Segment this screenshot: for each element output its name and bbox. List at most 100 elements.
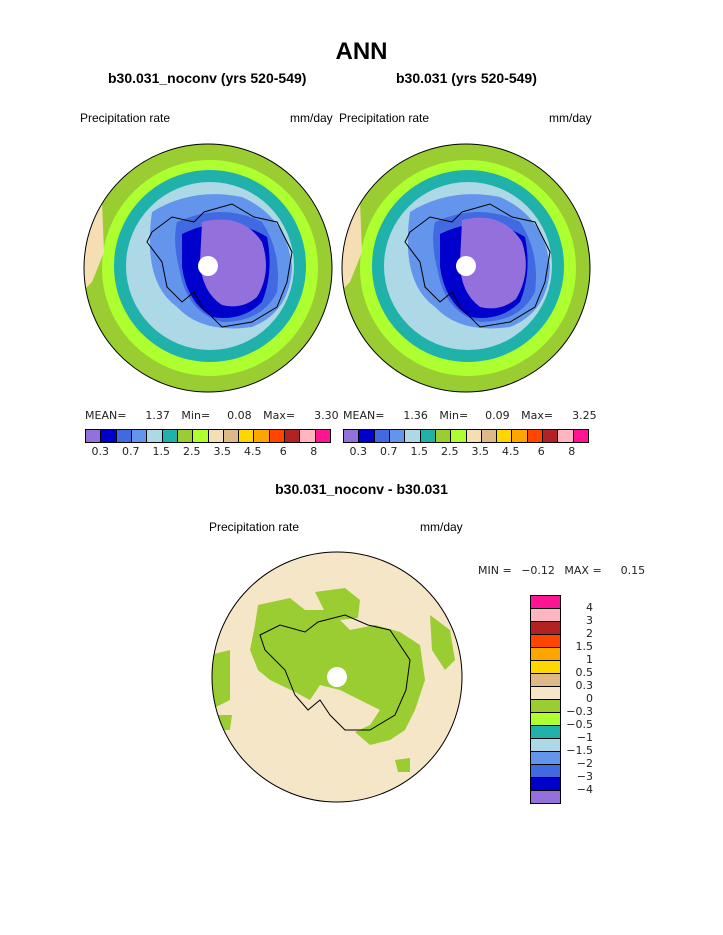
colorbar-tick-label: 2.5 bbox=[441, 445, 459, 458]
diff-min-value: −0.12 bbox=[521, 564, 555, 577]
colorbar-swatch bbox=[359, 430, 375, 442]
right-min-value: 0.09 bbox=[485, 409, 510, 422]
contour-band-min bbox=[460, 217, 526, 309]
colorbar-swatch bbox=[177, 430, 194, 442]
left-stats: MEAN= 1.37 Min= 0.08 Max= 3.30 bbox=[85, 409, 339, 422]
diff-max-label: MAX = bbox=[564, 564, 602, 577]
colorbar-swatch bbox=[531, 609, 560, 622]
left-mean-value: 1.37 bbox=[145, 409, 170, 422]
left-colorbar-ticks: 0.3 0.7 1.5 2.5 3.5 4.5 6 8 bbox=[85, 445, 329, 459]
colorbar-swatch bbox=[481, 430, 498, 442]
colorbar-swatch bbox=[531, 596, 560, 609]
diff-max-value: 0.15 bbox=[620, 564, 646, 577]
coastline bbox=[404, 203, 551, 328]
right-mean-label: MEAN= bbox=[343, 409, 385, 422]
colorbar-tick-label: 0.7 bbox=[380, 445, 398, 458]
left-units-label: mm/day bbox=[290, 111, 333, 125]
left-variable-label: Precipitation rate bbox=[80, 111, 171, 125]
colorbar-swatch bbox=[466, 430, 482, 442]
colorbar-swatch bbox=[531, 635, 560, 648]
diff-case-title: b30.031_noconv - b30.031 bbox=[275, 481, 448, 497]
colorbar-tick-label: 2.5 bbox=[183, 445, 201, 458]
colorbar-tick-label: 0.3 bbox=[575, 679, 594, 692]
contour-band-neg-0-3 bbox=[395, 758, 410, 772]
colorbar-swatch bbox=[531, 739, 560, 752]
right-mean-value: 1.36 bbox=[403, 409, 428, 422]
colorbar-swatch bbox=[531, 648, 560, 661]
colorbar-tick-label: 1.5 bbox=[575, 640, 594, 653]
colorbar-swatch bbox=[374, 430, 390, 442]
colorbar-swatch bbox=[531, 661, 560, 674]
right-min-label: Min= bbox=[439, 409, 469, 422]
coastline bbox=[259, 614, 411, 731]
colorbar-tick-label: 0.3 bbox=[91, 445, 110, 458]
diff-stats: MIN = −0.12 MAX = 0.15 bbox=[478, 564, 645, 577]
colorbar-swatch bbox=[531, 700, 560, 713]
colorbar-tick-label: 8 bbox=[568, 445, 576, 458]
left-max-label: Max= bbox=[263, 409, 296, 422]
colorbar-tick-label: 0 bbox=[586, 692, 593, 705]
contour-band-neg-0-3 bbox=[315, 588, 360, 620]
colorbar-swatch bbox=[531, 765, 560, 778]
colorbar-swatch bbox=[223, 430, 240, 442]
pole-hole bbox=[327, 667, 347, 687]
colorbar-swatch bbox=[531, 752, 560, 765]
colorbar-tick-label: 4 bbox=[586, 601, 593, 614]
left-min-value: 0.08 bbox=[227, 409, 252, 422]
colorbar-tick-label: 0.7 bbox=[122, 445, 140, 458]
colorbar-tick-label: 0.3 bbox=[349, 445, 368, 458]
colorbar-tick-label: −2 bbox=[576, 757, 593, 770]
colorbar-swatch bbox=[543, 430, 559, 442]
colorbar-swatch bbox=[389, 430, 406, 442]
colorbar-tick-label: 2 bbox=[586, 627, 593, 640]
left-max-value: 3.30 bbox=[314, 409, 339, 422]
colorbar-swatch bbox=[300, 430, 316, 442]
colorbar-tick-label: 3.5 bbox=[213, 445, 232, 458]
colorbar-swatch bbox=[116, 430, 132, 442]
colorbar-tick-label: 0.5 bbox=[575, 666, 594, 679]
colorbar-tick-label: 3.5 bbox=[471, 445, 490, 458]
colorbar-swatch bbox=[558, 430, 574, 442]
left-precip-map bbox=[83, 143, 333, 393]
left-mean-label: MEAN= bbox=[85, 409, 127, 422]
colorbar-tick-label: 6 bbox=[279, 445, 287, 458]
diff-precip-map bbox=[211, 551, 463, 803]
colorbar-swatch bbox=[573, 430, 588, 442]
colorbar-swatch bbox=[451, 430, 467, 442]
page-title: ANN bbox=[335, 38, 388, 65]
colorbar-tick-label: 1 bbox=[586, 653, 593, 666]
colorbar-swatch bbox=[285, 430, 301, 442]
right-colorbar bbox=[343, 429, 589, 443]
diff-colorbar-ticks: 4 3 2 1.5 1 0.5 0.3 0 −0.3 −0.5 −1 −1.5 −2 −3 −4 bbox=[563, 595, 603, 803]
colorbar-tick-label: 6 bbox=[537, 445, 545, 458]
colorbar-swatch bbox=[315, 430, 330, 442]
colorbar-swatch bbox=[405, 430, 421, 442]
contour-band-neg-0-3 bbox=[212, 650, 230, 710]
contour-band-min bbox=[200, 219, 266, 307]
colorbar-swatch bbox=[531, 687, 560, 700]
colorbar-tick-label: 8 bbox=[310, 445, 318, 458]
diff-colorbar bbox=[530, 595, 561, 804]
colorbar-swatch bbox=[131, 430, 148, 442]
colorbar-tick-label: 3 bbox=[586, 614, 593, 627]
colorbar-swatch bbox=[254, 430, 270, 442]
left-min-label: Min= bbox=[181, 409, 211, 422]
colorbar-swatch bbox=[531, 726, 560, 739]
diff-min-label: MIN = bbox=[478, 564, 512, 577]
colorbar-swatch bbox=[531, 674, 560, 687]
pole-hole bbox=[198, 256, 218, 276]
colorbar-tick-label: −1 bbox=[576, 731, 593, 744]
colorbar-tick-label: 4.5 bbox=[502, 445, 520, 458]
colorbar-swatch bbox=[512, 430, 528, 442]
colorbar-swatch bbox=[162, 430, 178, 442]
colorbar-swatch bbox=[193, 430, 209, 442]
colorbar-swatch bbox=[531, 778, 560, 791]
colorbar-swatch bbox=[531, 791, 560, 803]
colorbar-swatch bbox=[420, 430, 436, 442]
right-max-value: 3.25 bbox=[572, 409, 597, 422]
contour-band-neg-0-3 bbox=[430, 615, 455, 670]
colorbar-tick-label: −0.5 bbox=[566, 718, 593, 731]
right-precip-map bbox=[341, 143, 591, 393]
colorbar-tick-label: 1.5 bbox=[152, 445, 171, 458]
colorbar-tick-label: −3 bbox=[576, 770, 593, 783]
